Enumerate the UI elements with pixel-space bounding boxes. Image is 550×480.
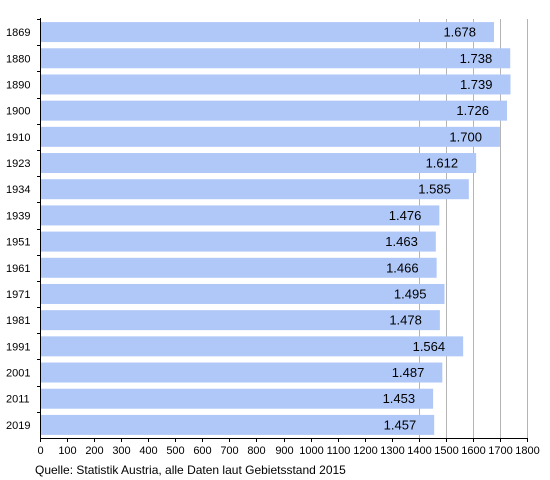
category-label: 1981 xyxy=(6,315,30,327)
category-label: 1991 xyxy=(6,341,30,353)
category-label: 1971 xyxy=(6,289,30,301)
x-tick-labels: 0 100 200 300 400 500 600 700 800 900 1000 1100 1200… xyxy=(37,445,539,457)
x-tick-label: 1300 xyxy=(380,445,404,457)
x-tick-label: 1000 xyxy=(299,445,323,457)
x-tick-label: 1400 xyxy=(407,445,431,457)
bar xyxy=(40,179,469,200)
x-tick-label: 1100 xyxy=(327,445,351,457)
bar xyxy=(40,205,440,226)
category-label: 1869 xyxy=(6,27,30,39)
bar-value-label: 1.478 xyxy=(389,313,422,328)
category-label: 1880 xyxy=(6,53,30,65)
bar-value-label: 1.457 xyxy=(384,417,417,432)
bar xyxy=(40,231,436,252)
category-label: 1900 xyxy=(6,106,30,118)
bar-value-label: 1.476 xyxy=(389,208,422,223)
bar xyxy=(40,48,511,69)
bar-value-label: 1.495 xyxy=(394,286,427,301)
bar-value-label: 1.453 xyxy=(383,391,416,406)
bar-value-label: 1.612 xyxy=(426,156,459,171)
bar-value-label: 1.564 xyxy=(413,339,446,354)
bar xyxy=(40,414,435,435)
bars: 1.678 1.738 1.739 1.726 1.700 1.612 1.585 1.476… xyxy=(40,22,511,435)
bar-value-label: 1.585 xyxy=(418,182,451,197)
x-tick-label: 300 xyxy=(112,445,130,457)
category-label: 1961 xyxy=(6,263,30,275)
x-tick-label: 1700 xyxy=(488,445,512,457)
bar xyxy=(40,283,445,304)
bar xyxy=(40,257,437,278)
x-tick-label: 1500 xyxy=(434,445,458,457)
x-tick-label: 1200 xyxy=(353,445,377,457)
bar-value-label: 1.726 xyxy=(456,103,489,118)
category-label: 1951 xyxy=(6,237,30,249)
x-tick-label: 600 xyxy=(193,445,211,457)
bar-value-label: 1.739 xyxy=(460,77,493,92)
category-label: 1910 xyxy=(6,132,30,144)
bar xyxy=(40,388,434,409)
x-tick-label: 1600 xyxy=(461,445,485,457)
bar-value-label: 1.487 xyxy=(392,365,425,380)
x-tick-label: 500 xyxy=(166,445,184,457)
bar-value-label: 1.463 xyxy=(385,234,418,249)
x-tick-label: 700 xyxy=(220,445,238,457)
bar xyxy=(40,100,507,121)
category-labels: 1869 1880 1890 1900 1910 1923 1934 1939 1951 1961… xyxy=(6,27,30,432)
source-note: Quelle: Statistik Austria, alle Daten la… xyxy=(35,463,346,477)
bar-value-label: 1.678 xyxy=(443,25,476,40)
bar xyxy=(40,22,494,43)
x-tick-label: 200 xyxy=(85,445,103,457)
category-label: 1939 xyxy=(6,210,30,222)
bar xyxy=(40,336,464,357)
bar-value-label: 1.466 xyxy=(386,260,419,275)
category-label: 2019 xyxy=(6,420,30,432)
x-tick-label: 800 xyxy=(247,445,265,457)
x-tick-label: 100 xyxy=(58,445,76,457)
bar xyxy=(40,362,443,383)
bar-value-label: 1.700 xyxy=(449,129,482,144)
bar xyxy=(40,310,440,331)
category-label: 2001 xyxy=(6,368,30,380)
bar xyxy=(40,153,477,174)
category-label: 1923 xyxy=(6,158,30,170)
x-tick-label: 0 xyxy=(37,445,43,457)
category-label: 2011 xyxy=(6,394,30,406)
bar xyxy=(40,74,511,95)
axes xyxy=(37,18,528,442)
category-label: 1934 xyxy=(6,184,30,196)
category-label: 1890 xyxy=(6,79,30,91)
bar xyxy=(40,126,500,147)
x-tick-label: 400 xyxy=(139,445,157,457)
x-tick-label: 1800 xyxy=(515,445,539,457)
x-tick-label: 900 xyxy=(275,445,293,457)
bar-value-label: 1.738 xyxy=(460,51,493,66)
